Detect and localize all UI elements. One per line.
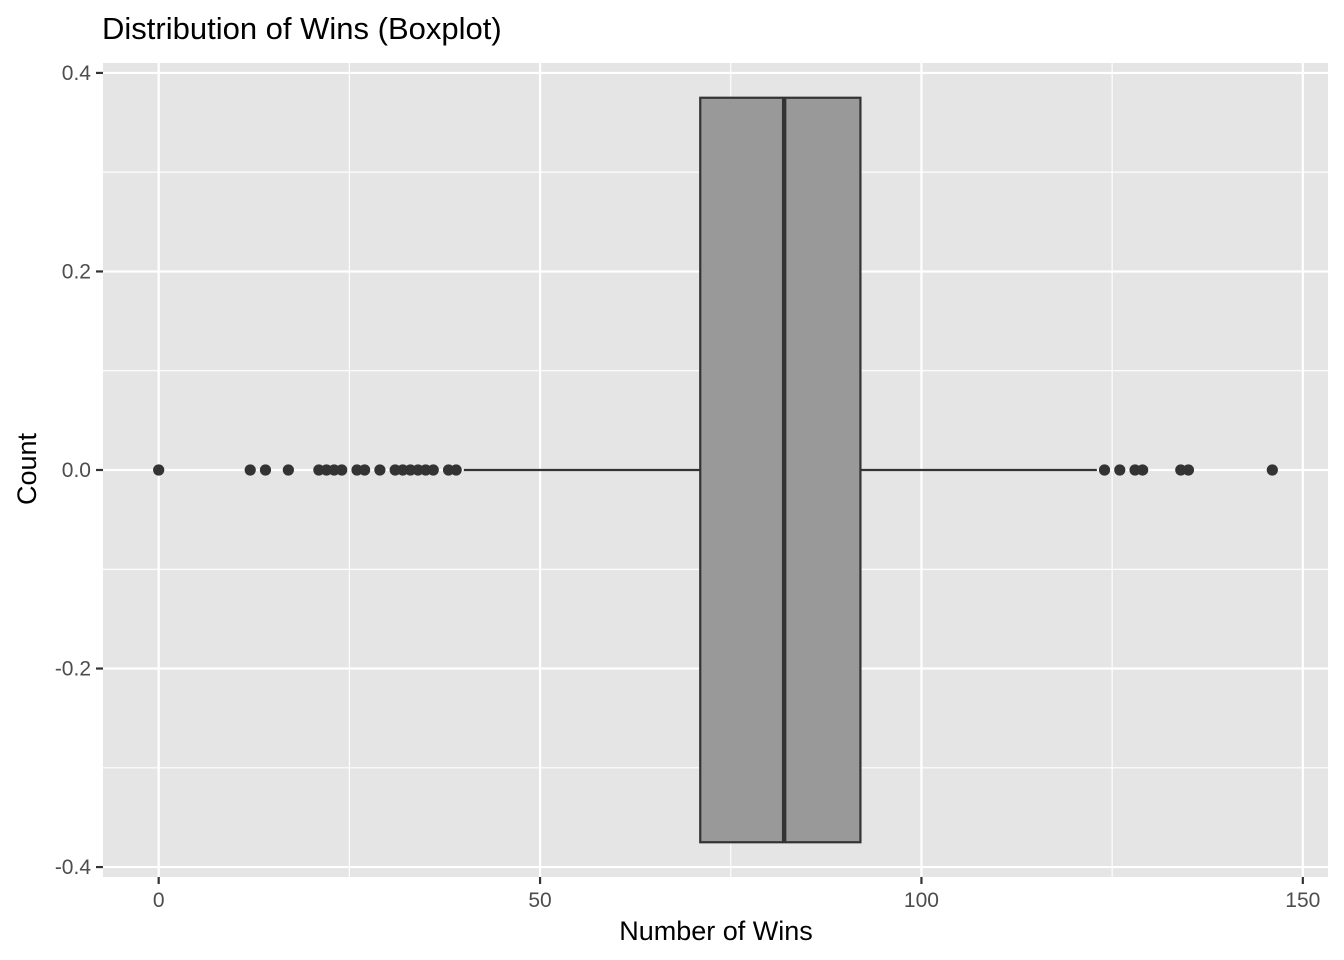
y-axis-title: Count [12,432,42,505]
interquartile-box [699,96,862,844]
outlier-point [336,464,348,476]
outlier-point [153,464,165,476]
outlier-point [427,464,439,476]
outlier-point [259,464,272,476]
outlier-point [1098,464,1111,476]
x-axis: 0 50 100 150 [153,877,1320,912]
y-tick-label: 0.2 [62,260,91,283]
outlier-point [282,464,294,476]
outlier-point [1137,464,1149,476]
outlier-point [1266,464,1278,476]
y-tick-label: -0.4 [55,856,92,879]
boxplot-marks [463,96,1097,844]
y-axis: 0.4 0.2 0.0 -0.2 -0.4 [55,62,103,879]
y-tick-label: -0.2 [55,658,91,681]
x-tick-label: 0 [153,889,165,912]
outlier-point [244,464,256,476]
chart-title: Distribution of Wins (Boxplot) [102,11,502,46]
outlier-point [359,464,371,476]
outlier-points [153,464,1278,476]
y-tick-label: 0.4 [62,62,92,85]
outlier-point [1182,464,1195,476]
x-tick-label: 100 [904,889,939,912]
x-tick-label: 50 [528,889,551,912]
x-axis-title: Number of Wins [619,916,813,946]
y-tick-label: 0.0 [62,459,91,482]
outlier-point [450,464,462,476]
outlier-point [374,464,386,476]
x-tick-label: 150 [1285,889,1320,912]
outlier-point [1114,464,1126,476]
